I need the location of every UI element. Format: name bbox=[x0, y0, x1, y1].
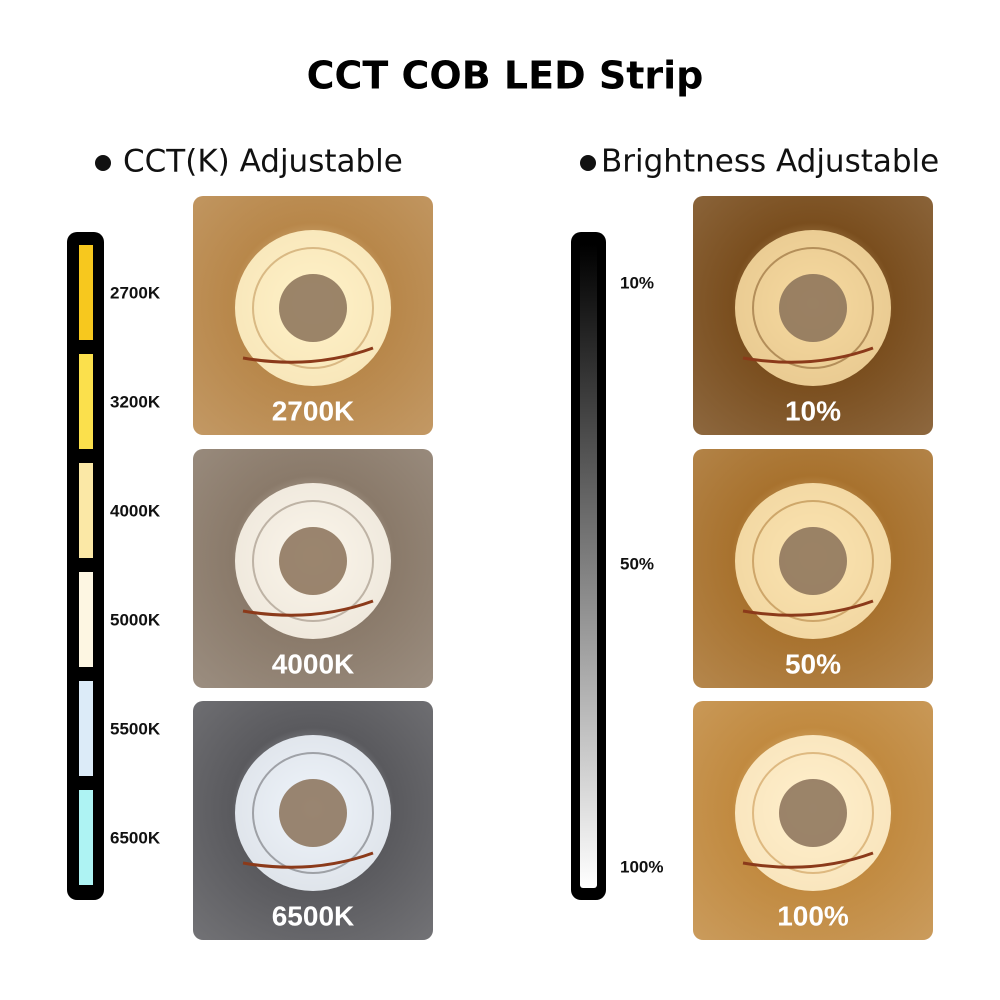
wire bbox=[742, 346, 874, 364]
wire bbox=[742, 851, 874, 869]
photo-label: 50% bbox=[785, 648, 841, 679]
photo-label: 2700K bbox=[272, 395, 355, 426]
title: CCT COB LED Strip bbox=[307, 54, 704, 98]
cct-segment bbox=[79, 245, 93, 340]
reel-core bbox=[779, 274, 847, 342]
cct-segment bbox=[79, 463, 93, 558]
level-label: 4000K bbox=[110, 501, 161, 520]
reel-core bbox=[279, 274, 347, 342]
cct-bar bbox=[67, 232, 104, 900]
reel-ring bbox=[752, 500, 874, 622]
wire bbox=[242, 599, 374, 617]
bullet bbox=[95, 155, 111, 171]
photo-label: 6500K bbox=[272, 900, 355, 931]
cct-segment bbox=[79, 790, 93, 885]
reel-ring bbox=[252, 247, 374, 369]
photo-label: 4000K bbox=[272, 648, 355, 679]
reel-core bbox=[779, 527, 847, 595]
reel-core bbox=[279, 779, 347, 847]
reel-core bbox=[279, 527, 347, 595]
photo-label: 100% bbox=[777, 900, 849, 931]
reel-ring bbox=[252, 500, 374, 622]
brightness-gradient bbox=[580, 244, 597, 888]
level-label: 10% bbox=[620, 273, 654, 292]
level-label: 5500K bbox=[110, 719, 161, 738]
level-label: 100% bbox=[620, 857, 663, 876]
level-label: 5000K bbox=[110, 610, 161, 629]
bullet bbox=[580, 155, 596, 171]
right-heading: Brightness Adjustable bbox=[601, 144, 939, 180]
cct-segment bbox=[79, 681, 93, 776]
cct-segment bbox=[79, 572, 93, 667]
left-heading: CCT(K) Adjustable bbox=[123, 144, 403, 180]
reel-ring bbox=[252, 752, 374, 874]
wire bbox=[242, 851, 374, 869]
reel-ring bbox=[752, 752, 874, 874]
photo-label: 10% bbox=[785, 395, 841, 426]
cct-segment bbox=[79, 354, 93, 449]
level-label: 2700K bbox=[110, 283, 161, 302]
level-label: 50% bbox=[620, 554, 654, 573]
wire bbox=[742, 599, 874, 617]
level-label: 6500K bbox=[110, 828, 161, 847]
reel-core bbox=[779, 779, 847, 847]
wire bbox=[242, 346, 374, 364]
level-label: 3200K bbox=[110, 392, 161, 411]
reel-ring bbox=[752, 247, 874, 369]
